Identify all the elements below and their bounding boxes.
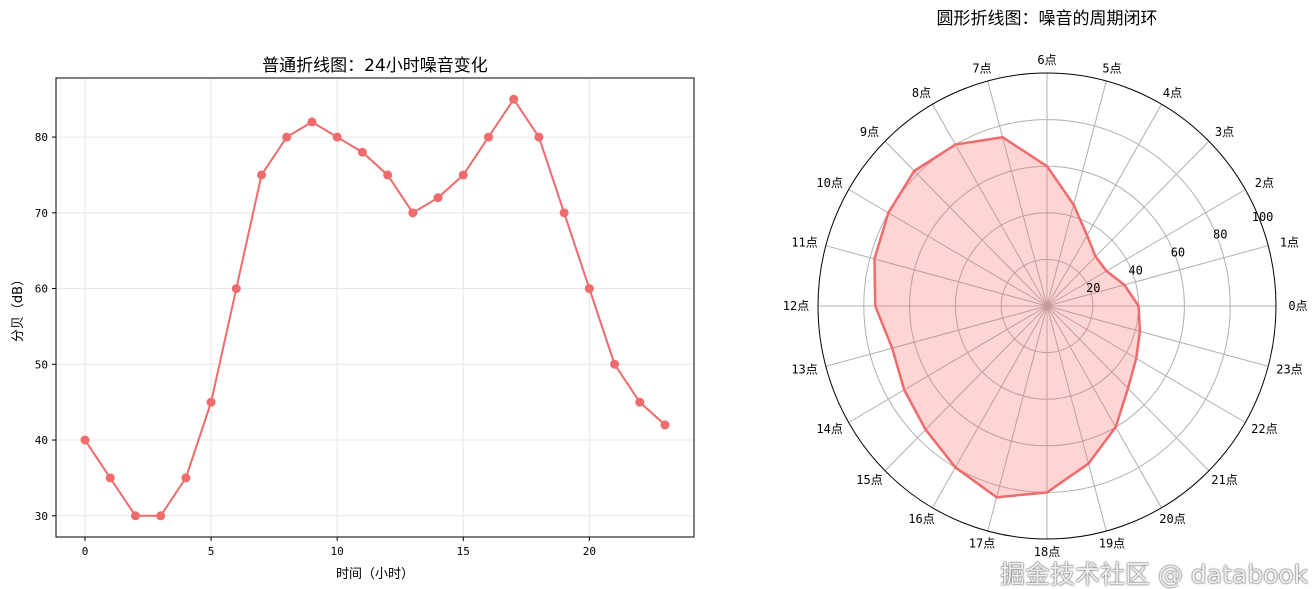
chart-title: 普通折线图：24小时噪音变化 bbox=[262, 56, 488, 76]
plot-frame bbox=[55, 77, 695, 538]
angular-gridline bbox=[1046, 305, 1162, 509]
series-line bbox=[84, 97, 666, 517]
data-point bbox=[80, 435, 90, 445]
angular-gridline bbox=[932, 103, 1048, 307]
data-point bbox=[206, 397, 216, 407]
angular-gridline bbox=[848, 305, 1048, 423]
y-axis-label: 分贝（dB） bbox=[11, 273, 26, 342]
polar-frame bbox=[817, 72, 1277, 540]
angular-gridline bbox=[1046, 80, 1107, 307]
data-point bbox=[660, 420, 670, 430]
y-tick-label: 80 bbox=[35, 131, 48, 144]
angular-gridline bbox=[1046, 305, 1246, 423]
x-axis-label: 时间（小时） bbox=[336, 567, 414, 582]
angle-label: 10点 bbox=[816, 176, 842, 190]
angle-label: 18点 bbox=[1034, 545, 1060, 559]
angular-gridline bbox=[825, 305, 1048, 367]
angle-label: 4点 bbox=[1163, 86, 1182, 100]
angle-label: 21点 bbox=[1211, 473, 1237, 487]
angle-label: 13点 bbox=[791, 363, 817, 377]
chart-title: 圆形折线图：噪音的周期闭环 bbox=[937, 9, 1158, 29]
y-tick-label: 40 bbox=[35, 434, 48, 447]
angle-label: 2点 bbox=[1255, 176, 1274, 190]
data-point bbox=[105, 473, 115, 483]
angle-label: 8点 bbox=[912, 86, 931, 100]
angular-gridline bbox=[987, 305, 1048, 532]
angular-gridline bbox=[932, 305, 1048, 509]
data-point bbox=[635, 397, 645, 407]
series-area bbox=[873, 135, 1142, 499]
angular-gridline bbox=[848, 189, 1048, 307]
data-point bbox=[433, 193, 443, 203]
y-tick-label: 30 bbox=[35, 510, 48, 523]
data-point bbox=[534, 132, 544, 142]
radial-tick-label: 80 bbox=[1213, 228, 1227, 242]
angle-label: 16点 bbox=[908, 512, 934, 526]
angular-gridline bbox=[1046, 103, 1162, 307]
data-point bbox=[584, 284, 594, 294]
x-tick-label: 0 bbox=[82, 545, 89, 558]
radial-tick-label: 100 bbox=[1252, 210, 1274, 224]
data-point bbox=[458, 170, 468, 180]
data-point bbox=[408, 208, 418, 218]
angle-label: 1点 bbox=[1280, 235, 1299, 249]
angle-label: 0点 bbox=[1288, 299, 1307, 313]
data-point bbox=[231, 284, 241, 294]
angle-label: 22点 bbox=[1251, 422, 1277, 436]
angular-gridline bbox=[1046, 140, 1210, 307]
radial-tick-label: 40 bbox=[1128, 263, 1142, 277]
angle-label: 23点 bbox=[1276, 363, 1302, 377]
angular-gridline bbox=[884, 140, 1048, 307]
watermark: 掘金技术社区 @ databook bbox=[1000, 560, 1309, 589]
angle-label: 6点 bbox=[1037, 53, 1056, 67]
data-point bbox=[332, 132, 342, 142]
angle-label: 3点 bbox=[1215, 125, 1234, 139]
y-tick-label: 70 bbox=[35, 207, 48, 220]
angular-gridline bbox=[825, 245, 1048, 307]
y-tick-label: 60 bbox=[35, 283, 48, 296]
data-point bbox=[383, 170, 393, 180]
angular-gridline bbox=[1046, 305, 1107, 532]
angular-gridline bbox=[1046, 305, 1269, 367]
x-tick-label: 15 bbox=[457, 545, 470, 558]
y-tick-label: 50 bbox=[35, 358, 48, 371]
angle-label: 5点 bbox=[1102, 61, 1121, 75]
angle-label: 20点 bbox=[1159, 512, 1185, 526]
data-point bbox=[156, 511, 166, 521]
x-tick-label: 20 bbox=[583, 545, 596, 558]
angle-label: 14点 bbox=[816, 422, 842, 436]
radial-tick-label: 20 bbox=[1086, 281, 1100, 295]
angle-label: 9点 bbox=[860, 125, 879, 139]
angular-gridline bbox=[884, 305, 1048, 472]
x-tick-label: 10 bbox=[331, 545, 344, 558]
data-point bbox=[483, 132, 493, 142]
angular-gridline bbox=[1046, 189, 1246, 307]
x-tick-label: 5 bbox=[208, 545, 215, 558]
data-point bbox=[181, 473, 191, 483]
data-point bbox=[130, 511, 140, 521]
data-point bbox=[282, 132, 292, 142]
data-point bbox=[509, 94, 519, 104]
data-point bbox=[610, 359, 620, 369]
data-point bbox=[559, 208, 569, 218]
radial-tick-label: 60 bbox=[1171, 246, 1185, 260]
angle-label: 19点 bbox=[1099, 537, 1125, 551]
angle-label: 12点 bbox=[783, 299, 809, 313]
angular-gridline bbox=[987, 80, 1048, 307]
data-point bbox=[357, 147, 367, 157]
angle-label: 17点 bbox=[969, 537, 995, 551]
data-point bbox=[257, 170, 267, 180]
angle-label: 11点 bbox=[791, 235, 817, 249]
angular-gridline bbox=[1046, 245, 1269, 307]
angle-label: 15点 bbox=[856, 473, 882, 487]
data-point bbox=[307, 117, 317, 127]
angle-label: 7点 bbox=[972, 61, 991, 75]
